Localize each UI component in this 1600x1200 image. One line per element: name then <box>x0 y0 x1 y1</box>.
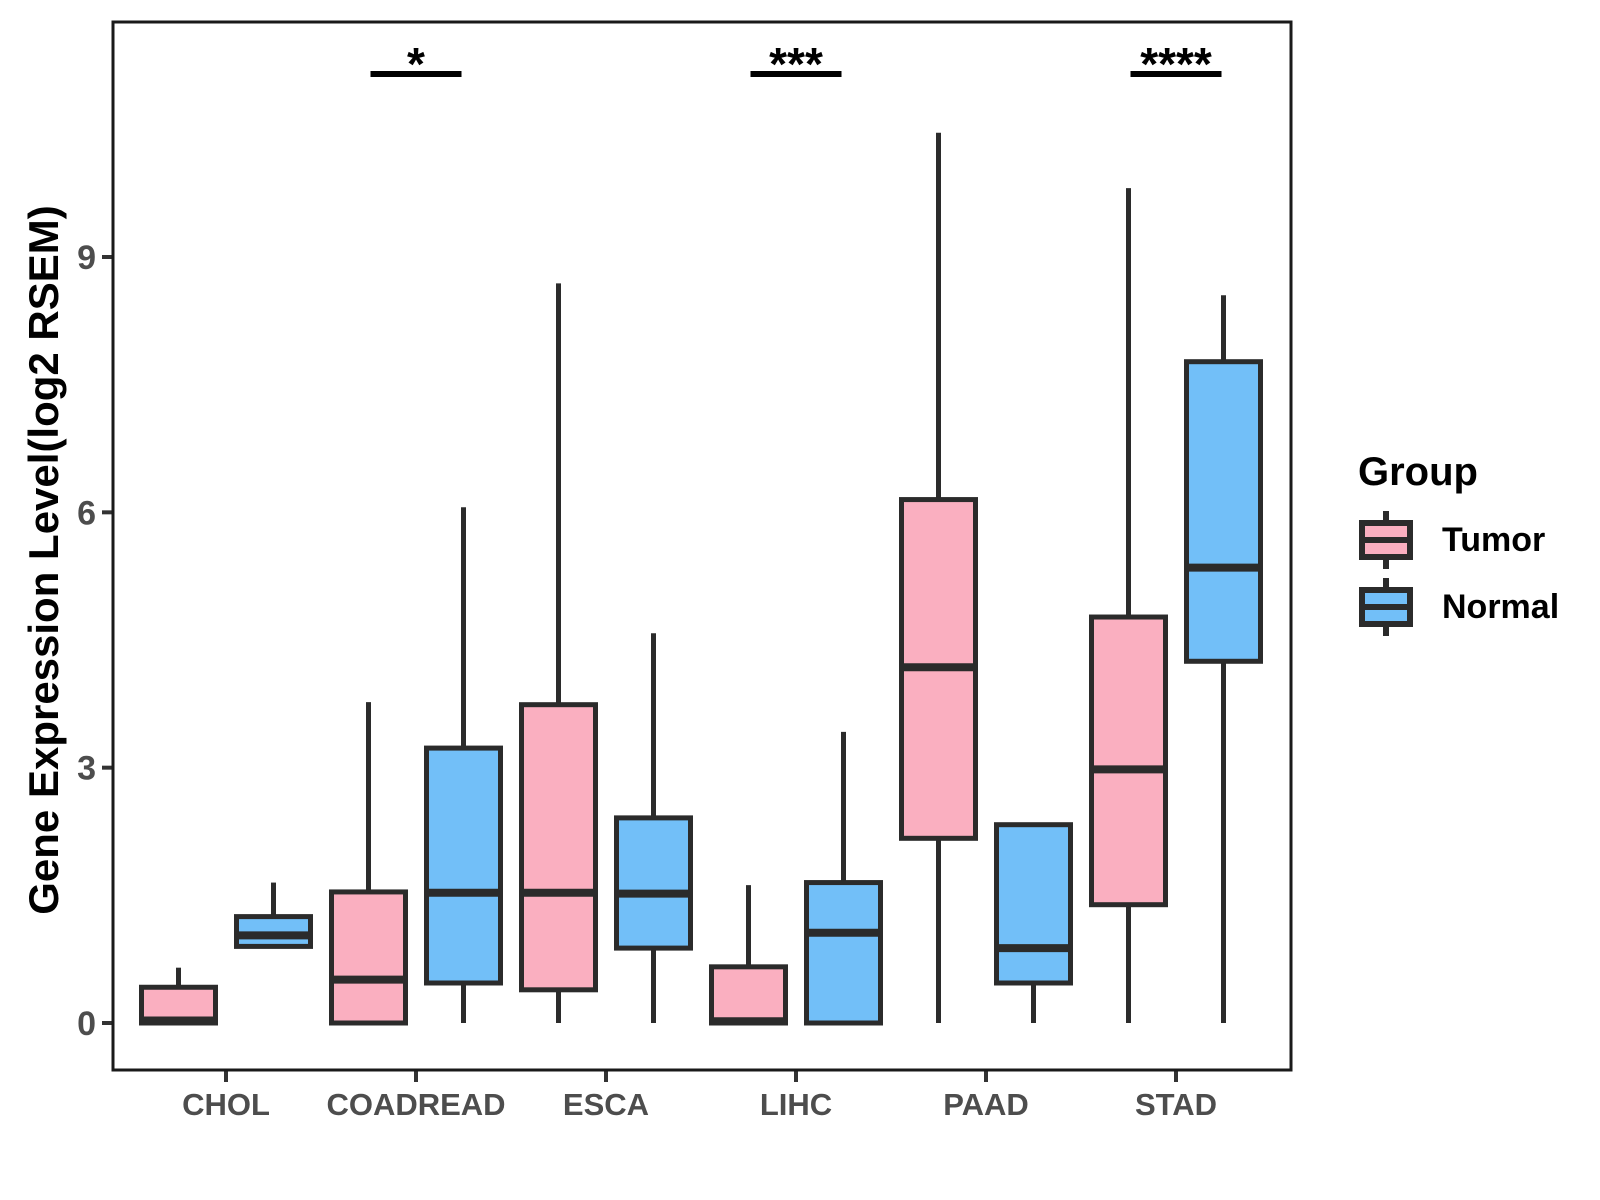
tumor-boxplot-key-icon <box>1359 511 1413 569</box>
y-tick-label: 9 <box>77 239 96 277</box>
y-tick-label: 3 <box>77 750 96 788</box>
x-tick-label-COADREAD: COADREAD <box>326 1087 505 1122</box>
y-tick-label: 0 <box>77 1005 96 1043</box>
x-tick-label-ESCA: ESCA <box>563 1087 649 1122</box>
PAAD-normal-box <box>994 822 1073 986</box>
COADREAD-normal-box <box>424 745 503 986</box>
LIHC-normal-box <box>804 880 883 1026</box>
STAD-significance-stars: **** <box>1140 38 1212 90</box>
x-tick-label-CHOL: CHOL <box>182 1087 270 1122</box>
x-tick-label-STAD: STAD <box>1135 1087 1217 1122</box>
legend: Group Tumor Normal <box>1358 450 1559 645</box>
COADREAD-significance-stars: * <box>407 38 425 90</box>
LIHC-tumor-box <box>709 964 788 1026</box>
x-tick-label-LIHC: LIHC <box>760 1087 832 1122</box>
STAD-normal-box <box>1184 359 1263 664</box>
ESCA-normal-box <box>614 815 693 951</box>
y-axis-title: Gene Expression Level(log2 RSEM) <box>20 205 67 915</box>
legend-entry-normal: Normal <box>1358 578 1559 636</box>
STAD-tumor-box <box>1089 614 1168 908</box>
legend-entry-tumor: Tumor <box>1358 511 1559 569</box>
x-tick-label-PAAD: PAAD <box>943 1087 1029 1122</box>
legend-label-tumor: Tumor <box>1442 520 1546 559</box>
panel-border <box>111 20 1293 1072</box>
COADREAD-tumor-box <box>329 889 408 1026</box>
LIHC-significance-stars: *** <box>769 38 823 90</box>
y-tick-label: 6 <box>77 494 96 532</box>
plot-panel <box>113 22 1291 1070</box>
ESCA-tumor-box <box>519 702 598 993</box>
normal-boxplot-key-icon <box>1359 578 1413 636</box>
legend-label-normal: Normal <box>1442 587 1560 626</box>
legend-title: Group <box>1358 450 1478 494</box>
